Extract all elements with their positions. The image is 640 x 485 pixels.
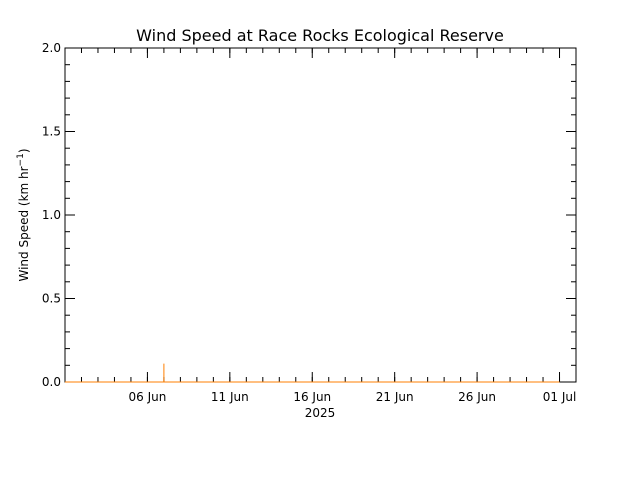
y-tick-label: 0.5 <box>42 292 61 306</box>
x-tick-label: 01 Jul <box>543 390 577 404</box>
x-tick-label: 06 Jun <box>128 390 166 404</box>
y-axis: 0.0 0.5 1.0 1.5 2.0 <box>42 41 576 389</box>
x-tick-label: 26 Jun <box>458 390 496 404</box>
y-tick-label: 2.0 <box>42 41 61 55</box>
y-tick-label: 0.0 <box>42 375 61 389</box>
x-tick-label: 21 Jun <box>376 390 414 404</box>
x-axis: 06 Jun 11 Jun 16 Jun 21 Jun 26 Jun 01 Jul <box>64 48 577 404</box>
plot-frame <box>64 47 577 383</box>
x-axis-year-label: 2025 <box>305 406 336 420</box>
y-tick-label: 1.5 <box>42 125 61 139</box>
chart-title: Wind Speed at Race Rocks Ecological Rese… <box>136 26 504 45</box>
x-tick-label: 11 Jun <box>211 390 249 404</box>
y-axis-label: Wind Speed (km hr−1) <box>16 148 31 281</box>
y-tick-label: 1.0 <box>42 208 61 222</box>
series-layer <box>65 363 560 383</box>
x-tick-label: 16 Jun <box>293 390 331 404</box>
series-line <box>65 363 560 383</box>
